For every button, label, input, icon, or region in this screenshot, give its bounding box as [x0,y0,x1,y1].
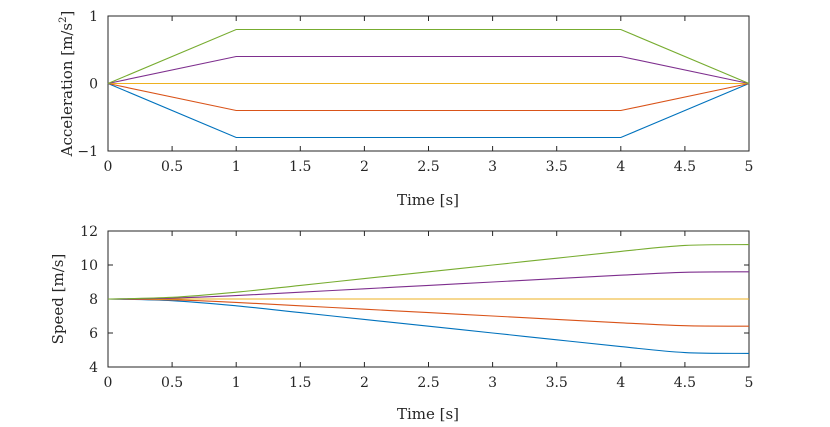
speed-y-tick-label: 4 [89,360,98,376]
speed-y-tick-label: 10 [80,258,98,274]
speed-x-tick-label: 1 [232,375,241,391]
speed-x-tick-label: 5 [745,375,754,391]
acceleration-y-axis-label-superscript: 2 [58,17,69,23]
acceleration-x-tick-label: 4.5 [674,159,696,175]
speed-x-tick-label: 2 [360,375,369,391]
acceleration-x-ticks: 0 0.5 1 1.5 2 2.5 3 3.5 4 4.5 5 [104,16,754,175]
acceleration-x-tick-label: 3 [488,159,497,175]
speed-series-line-4 [107,271,750,300]
acceleration-y-axis-label-main: Acceleration [m/s [58,23,76,157]
acceleration-chart: 0 0.5 1 1.5 2 2.5 3 3.5 4 4.5 5 −1 0 1 Time [s] Acce… [58,9,753,209]
speed-y-tick-label: 8 [89,292,98,308]
acceleration-x-tick-label: 1 [232,159,241,175]
acceleration-x-tick-label: 0.5 [161,159,183,175]
acceleration-x-tick-label: 3.5 [546,159,568,175]
speed-series-line-5 [107,244,750,300]
acceleration-y-tick-label: 1 [89,9,98,25]
acceleration-y-axis-label: Acceleration [m/s2] [58,11,76,158]
speed-series-line-1 [107,298,750,354]
acceleration-x-axis-label: Time [s] [397,191,459,209]
speed-x-tick-label: 3.5 [546,375,568,391]
speed-x-tick-label: 2.5 [417,375,439,391]
speed-x-tick-label: 0 [104,375,113,391]
speed-y-tick-label: 6 [89,326,98,342]
speed-x-ticks: 0 0.5 1 1.5 2 2.5 3 3.5 4 4.5 5 [104,231,754,391]
acceleration-series-line-5 [107,28,750,85]
speed-chart: 0 0.5 1 1.5 2 2.5 3 3.5 4 4.5 5 4 6 8 10 12 Time [s] S… [49,224,753,423]
acceleration-x-tick-label: 1.5 [289,159,311,175]
speed-y-ticks: 4 6 8 10 12 [80,224,749,376]
speed-series [107,244,750,354]
acceleration-x-tick-label: 0 [104,159,113,175]
speed-x-tick-label: 0.5 [161,375,183,391]
speed-y-axis-label: Speed [m/s] [49,254,67,345]
acceleration-series-line-4 [107,55,750,85]
speed-y-tick-label: 12 [80,224,98,240]
speed-x-tick-label: 4 [616,375,625,391]
acceleration-y-axis-label-end: ] [58,11,76,17]
acceleration-x-tick-label: 4 [616,159,625,175]
acceleration-series-line-2 [107,82,750,112]
speed-x-tick-label: 1.5 [289,375,311,391]
speed-x-axis-label: Time [s] [397,405,459,423]
speed-x-tick-label: 3 [488,375,497,391]
acceleration-x-tick-label: 2.5 [417,159,439,175]
acceleration-x-tick-label: 2 [360,159,369,175]
acceleration-y-tick-label: 0 [89,77,98,93]
speed-series-line-2 [107,298,750,327]
speed-x-tick-label: 4.5 [674,375,696,391]
acceleration-series-line-1 [107,82,750,139]
acceleration-y-tick-label: −1 [77,144,98,160]
acceleration-x-tick-label: 5 [745,159,754,175]
acceleration-series [107,28,750,139]
